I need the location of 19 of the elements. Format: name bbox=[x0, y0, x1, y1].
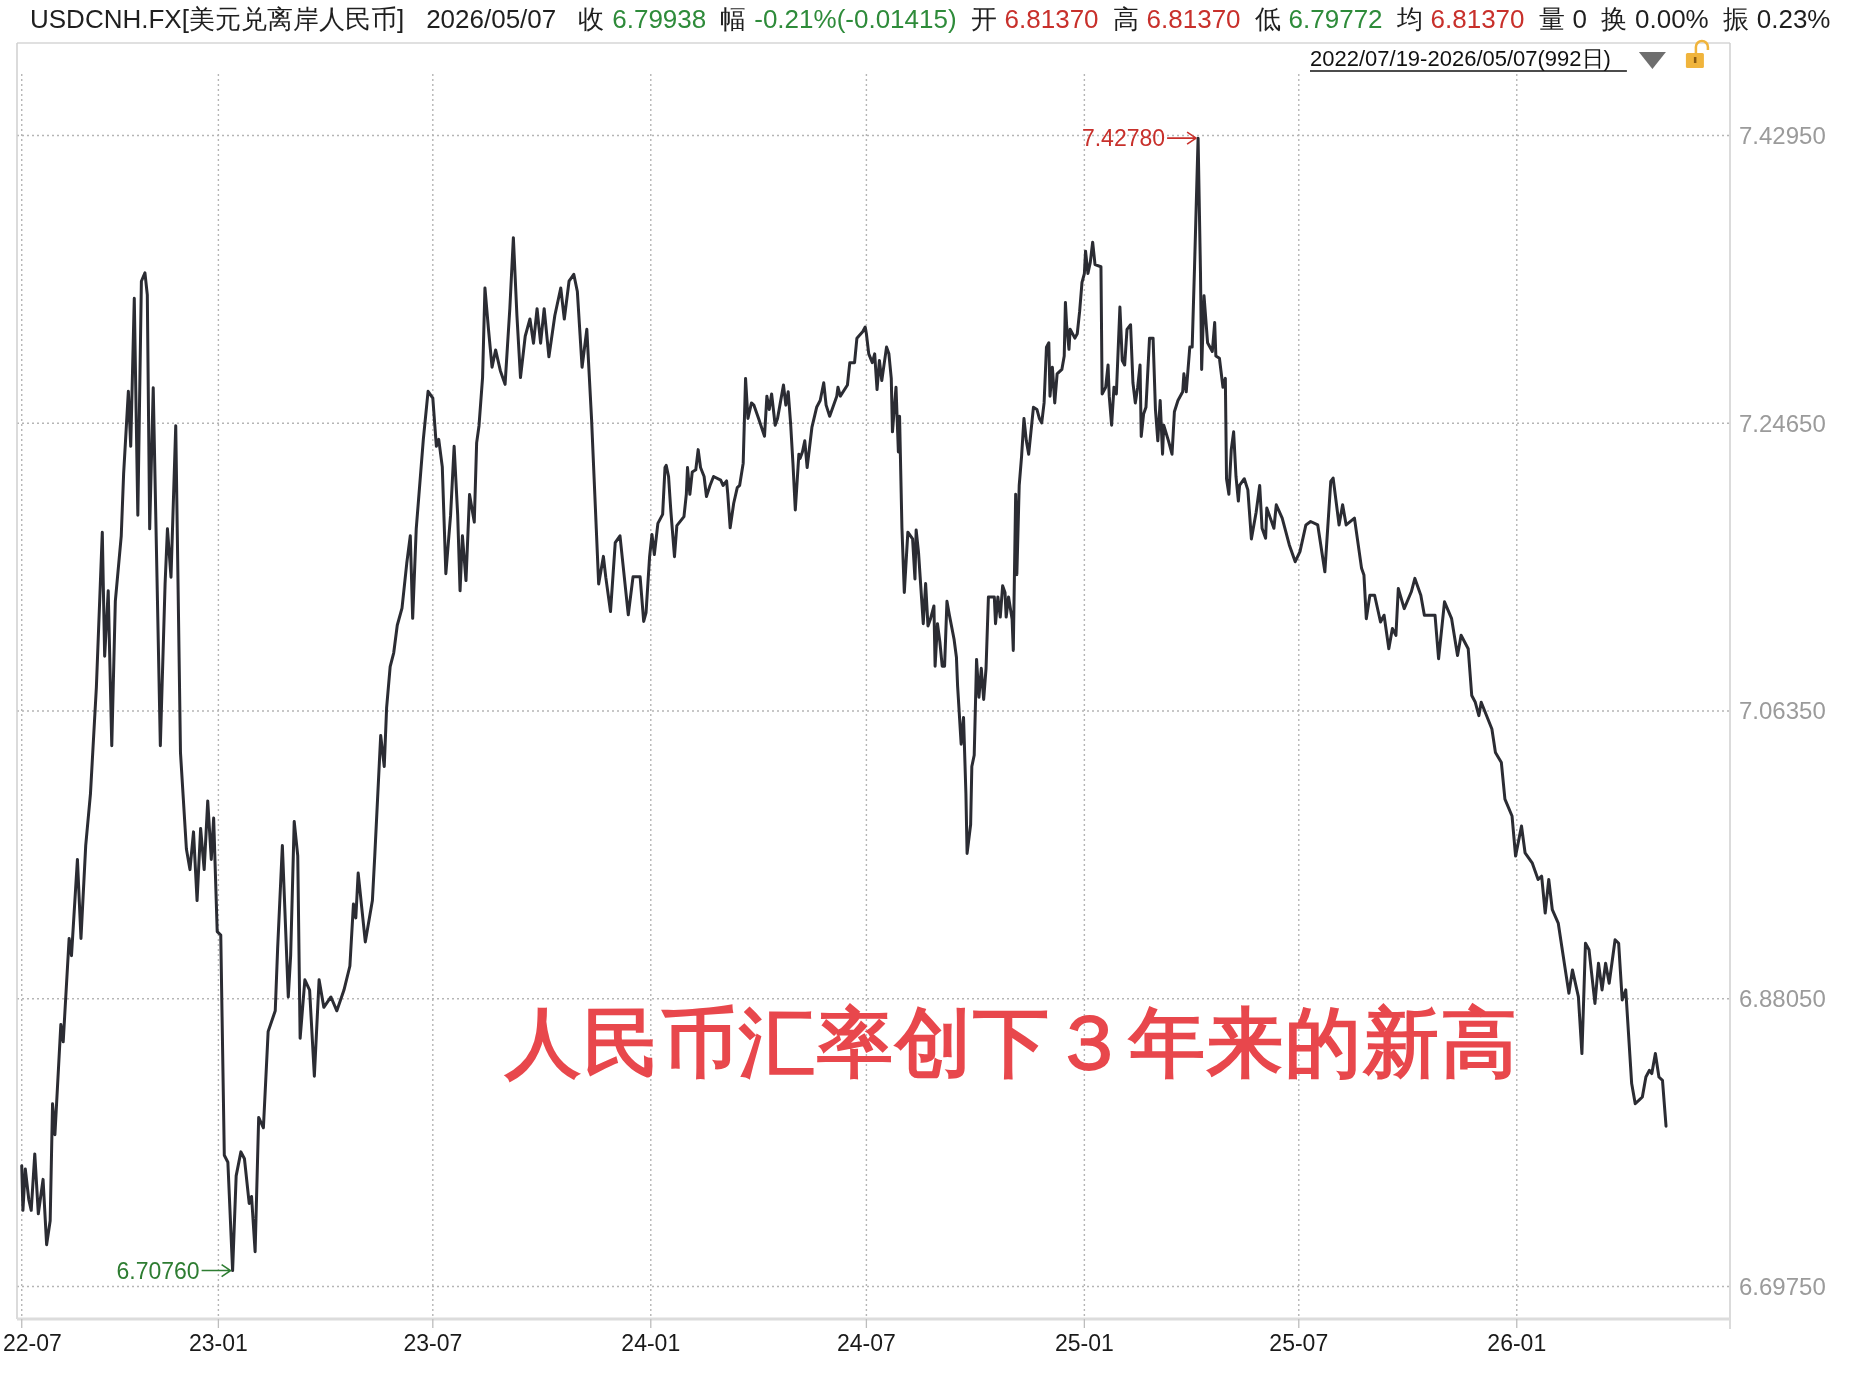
x-tick-label: 23-01 bbox=[188, 1330, 248, 1356]
annotation: 人民币汇率创下３年来的新高 bbox=[503, 999, 1519, 1085]
x-tick-label: 22-07 bbox=[3, 1330, 62, 1356]
annotation: 7.42780 bbox=[1081, 125, 1166, 152]
y-tick-label: 7.06350 bbox=[1739, 697, 1826, 725]
x-tick-label: 23-07 bbox=[403, 1330, 463, 1356]
x-tick-label: 25-07 bbox=[1269, 1330, 1329, 1356]
chart-subtitle: 2022/07/19-2026/05/07(992日) bbox=[1310, 46, 1611, 71]
x-tick-label: 24-01 bbox=[621, 1330, 681, 1356]
y-tick-label: 6.88050 bbox=[1739, 985, 1826, 1013]
y-tick-label: 6.69750 bbox=[1739, 1272, 1826, 1300]
annotation: 6.70760 bbox=[116, 1257, 200, 1284]
chart-title: USDCNH.FX[美元兑离岸人民币] bbox=[30, 4, 405, 34]
y-tick-label: 7.42950 bbox=[1739, 121, 1826, 149]
y-tick-label: 7.24650 bbox=[1739, 409, 1826, 437]
x-tick-label: 25-01 bbox=[1054, 1330, 1114, 1356]
x-tick-label: 26-01 bbox=[1487, 1330, 1547, 1356]
x-tick-label: 24-07 bbox=[836, 1330, 896, 1356]
header: USDCNH.FX[美元兑离岸人民币] 2026/05/07 收 6.79938 幅 -0.21%(-0.01415) 开 6.81370 高 6.81370 低 6.79772 均 6.81370 量 0 换 0.00% 振 0.23% 2022/07/19-2026/05/07(992日) bbox=[30, 4, 1831, 72]
